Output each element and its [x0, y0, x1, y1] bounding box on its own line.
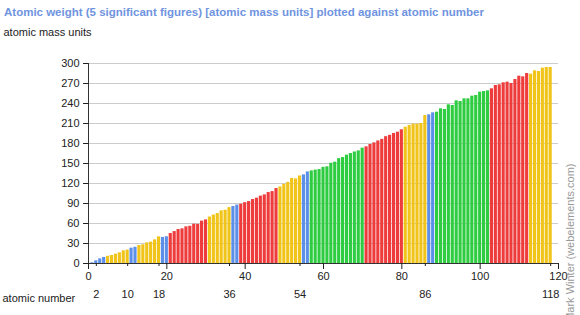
svg-text:300: 300 — [61, 57, 79, 69]
svg-text:118: 118 — [542, 288, 560, 300]
svg-text:© Mark Winter (webelements.com: © Mark Winter (webelements.com) — [564, 164, 576, 315]
svg-text:54: 54 — [294, 288, 306, 300]
svg-text:atomic number: atomic number — [3, 292, 76, 304]
svg-text:36: 36 — [223, 288, 235, 300]
svg-text:210: 210 — [61, 117, 79, 129]
svg-text:86: 86 — [419, 288, 431, 300]
svg-text:150: 150 — [61, 157, 79, 169]
html-text:Atomic weight (5 significant f: Atomic weight (5 significant figures) [a… — [4, 6, 484, 18]
svg-text:30: 30 — [67, 237, 79, 249]
svg-text:0: 0 — [73, 257, 79, 269]
svg-text:120: 120 — [61, 177, 79, 189]
svg-text:60: 60 — [67, 217, 79, 229]
svg-text:90: 90 — [67, 197, 79, 209]
svg-text:120: 120 — [549, 270, 568, 283]
svg-text:100: 100 — [471, 270, 489, 282]
svg-text:20: 20 — [161, 270, 173, 282]
svg-text:180: 180 — [61, 137, 79, 149]
svg-text:18: 18 — [153, 288, 165, 300]
svg-text:2: 2 — [93, 288, 99, 300]
svg-text:0: 0 — [85, 270, 91, 282]
svg-text:atomic mass units: atomic mass units — [4, 26, 93, 38]
svg-text:40: 40 — [239, 270, 251, 282]
svg-text:80: 80 — [396, 270, 408, 282]
svg-text:60: 60 — [317, 270, 329, 282]
svg-text:240: 240 — [61, 97, 79, 109]
svg-text:270: 270 — [61, 77, 79, 89]
svg-text:10: 10 — [122, 288, 134, 300]
